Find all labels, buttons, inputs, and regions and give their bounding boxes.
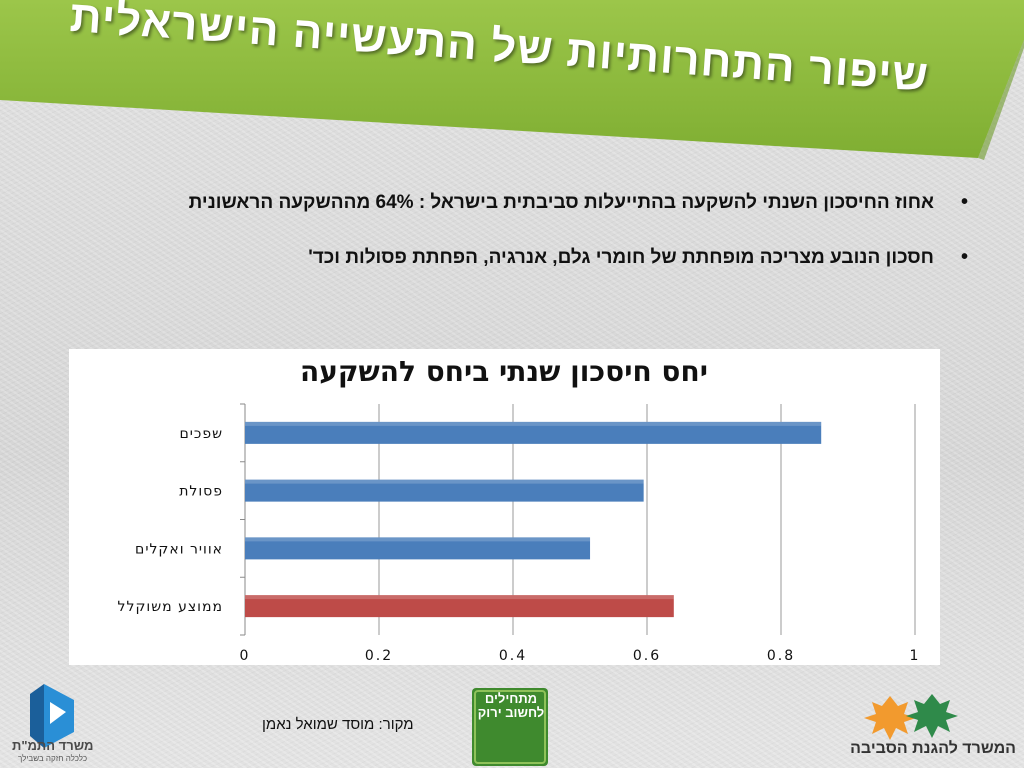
chart-bar-highlight [245, 479, 644, 484]
chart-category-label: פסולת [179, 484, 223, 500]
chart-x-tick-label: 0.6 [633, 648, 661, 664]
tmt-logo-subtitle: כלכלה חזקה בשבילך [18, 754, 88, 763]
green-thinking-logo-icon [472, 688, 548, 766]
green-thinking-logo-text: מתחילים לחשוב ירוק [477, 691, 545, 720]
environment-ministry-name: המשרד להגנת הסביבה [850, 740, 1016, 757]
bullet-item-savings-source: • חסכון הנובע מצריכה מופחתת של חומרי גלם… [96, 243, 976, 272]
chart-title: יחס חיסכון שנתי ביחס להשקעה [300, 355, 708, 388]
chart-x-tick-label: 0.2 [365, 648, 393, 664]
source-note: מקור: מוסד שמואל נאמן [262, 716, 414, 733]
chart-category-label: ממוצע משוקלל [118, 599, 223, 615]
chart-bar [245, 537, 591, 560]
bullet-text: אחוז החיסכון השנתי להשקעה בהתייעלות סביב… [188, 192, 934, 213]
chart-bar [245, 479, 644, 502]
chart-bar-highlight [245, 595, 674, 600]
title-banner [0, 0, 1024, 160]
chart-x-tick-label: 0.8 [767, 648, 795, 664]
chart-bar [245, 595, 674, 618]
bullet-dot-icon: • [960, 246, 968, 268]
tmt-logo-name: משרד התמ"ת [12, 738, 94, 753]
chart-panel: יחס חיסכון שנתי ביחס להשקעה 0 0.2 0.4 0.6 0.8… [69, 349, 940, 665]
bullet-item-savings-rate: • אחוז החיסכון השנתי להשקעה בהתייעלות סב… [96, 188, 976, 217]
tmt-logo-icon [30, 684, 74, 748]
chart-x-tick-label: 1 [910, 648, 921, 664]
environment-ministry-leaves-icon [864, 694, 958, 740]
chart-bar-highlight [245, 421, 822, 426]
chart-category-label: אוויר ואקלים [135, 541, 223, 557]
chart-x-tick-label: 0.4 [499, 648, 527, 664]
bullet-text: חסכון הנובע מצריכה מופחתת של חומרי גלם, … [308, 247, 934, 268]
chart-bar-highlight [245, 537, 591, 542]
chart-category-label: שפכים [180, 426, 224, 442]
chart-bar [245, 421, 822, 444]
bullet-dot-icon: • [960, 191, 968, 213]
bullet-list: • אחוז החיסכון השנתי להשקעה בהתייעלות סב… [96, 188, 976, 298]
bar-chart: יחס חיסכון שנתי ביחס להשקעה 0 0.2 0.4 0.6 0.8… [118, 355, 921, 664]
chart-x-tick-label: 0 [240, 648, 251, 664]
